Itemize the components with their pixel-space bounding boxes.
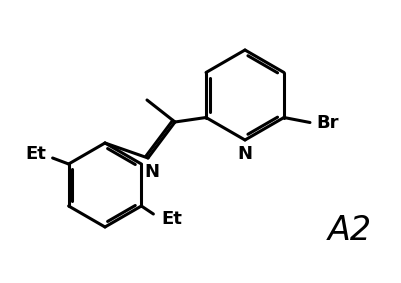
Text: N: N	[237, 145, 252, 163]
Text: Et: Et	[25, 145, 46, 163]
Text: A2: A2	[327, 213, 371, 246]
Text: Et: Et	[160, 210, 181, 228]
Text: N: N	[144, 163, 159, 181]
Text: Br: Br	[316, 113, 338, 132]
